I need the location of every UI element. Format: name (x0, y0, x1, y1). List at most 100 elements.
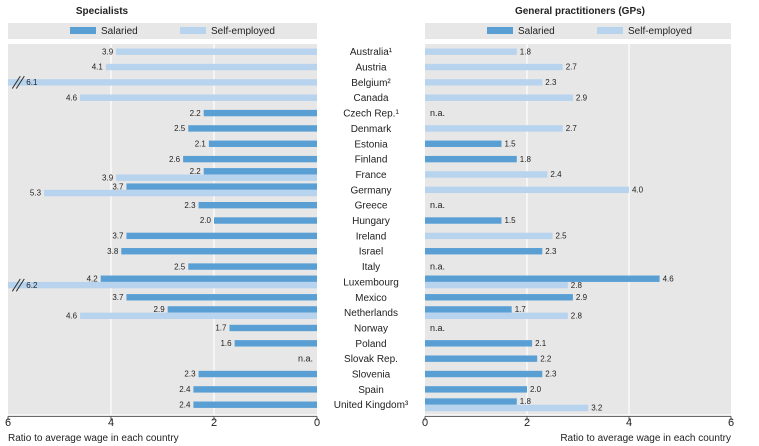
right-x-axis-label: Ratio to average wage in each country (560, 433, 731, 444)
left-data-label: 3.7 (112, 232, 124, 241)
right-data-label: 2.7 (566, 63, 578, 72)
left-data-label: 2.3 (184, 201, 196, 210)
right-bar-self-employed (425, 125, 563, 132)
left-legend-swatch-salaried (70, 27, 96, 34)
right-bar-self-employed (425, 186, 629, 194)
left-bar-salaried (203, 168, 317, 175)
right-data-label: 4.0 (632, 186, 644, 195)
right-bar-self-employed (425, 48, 517, 55)
left-bar-self-employed (8, 281, 317, 289)
country-label: Greece (355, 201, 388, 212)
left-data-label: 1.6 (220, 339, 232, 348)
right-data-label: 2.3 (545, 247, 557, 256)
left-bar-self-employed (116, 174, 318, 181)
axis-break-mark (11, 278, 21, 292)
right-data-label: 2.9 (576, 93, 588, 102)
country-label: Canada (353, 93, 388, 104)
right-data-label: 1.5 (505, 139, 517, 148)
country-label: Mexico (355, 293, 387, 304)
left-data-label: 6.2 (26, 281, 38, 290)
left-panel-background (8, 44, 317, 415)
left-na-label: n.a. (298, 354, 313, 364)
left-data-label: 3.9 (102, 173, 114, 182)
left-bar-salaried (126, 183, 317, 190)
left-legend-swatch-self-employed (180, 27, 206, 34)
axis-break-mark (15, 278, 25, 292)
country-label: Belgium² (351, 78, 391, 89)
country-label: Norway (354, 323, 388, 334)
left-bar-self-employed (80, 312, 317, 320)
left-bar-salaried (121, 248, 317, 255)
right-bar-salaried (425, 155, 517, 163)
axis-break-mark (11, 75, 21, 89)
country-label: Spain (358, 385, 384, 396)
right-data-label: 3.2 (591, 404, 603, 413)
left-chart-title: Specialists (76, 6, 129, 17)
left-data-label: 2.2 (190, 109, 202, 118)
right-data-label: 2.3 (545, 78, 557, 87)
right-tick-label: 0 (422, 417, 428, 429)
country-label: Slovak Rep. (344, 354, 398, 365)
country-label: Israel (359, 247, 383, 258)
left-tick-label: 2 (211, 417, 217, 429)
right-bar-salaried (425, 340, 533, 347)
right-bar-self-employed (425, 171, 548, 178)
axis-break-mark (15, 75, 25, 89)
left-data-label: 4.2 (87, 274, 99, 283)
right-tick-label: 2 (524, 417, 530, 429)
right-na-label: n.a. (430, 262, 445, 272)
right-legend-swatch-salaried (487, 27, 513, 34)
country-label: Ireland (356, 231, 387, 242)
left-data-label: 2.5 (174, 124, 186, 133)
right-data-label: 1.8 (520, 155, 532, 164)
country-label: Denmark (351, 124, 393, 135)
left-data-label: 2.9 (154, 305, 166, 314)
country-label: Australia¹ (350, 47, 393, 58)
right-bar-self-employed (425, 94, 573, 101)
left-bar-salaried (234, 340, 317, 347)
right-data-label: 2.7 (566, 124, 578, 133)
right-bar-salaried (425, 294, 573, 301)
right-data-label: 1.8 (520, 397, 532, 406)
country-label: Finland (355, 155, 388, 166)
left-bar-self-employed (105, 63, 317, 71)
right-data-label: 2.5 (556, 232, 568, 241)
right-panel-background (425, 44, 731, 415)
left-tick-label: 6 (5, 417, 11, 429)
right-bar-self-employed (425, 232, 553, 240)
right-legend-swatch-self-employed (597, 27, 623, 34)
country-label: Netherlands (344, 308, 398, 319)
left-data-label: 2.6 (169, 155, 181, 164)
country-label: Austria (355, 63, 387, 74)
country-label: Hungary (352, 216, 390, 227)
left-bar-salaried (198, 370, 317, 378)
country-label: Slovenia (352, 370, 391, 381)
right-data-label: 2.3 (545, 370, 557, 379)
right-data-label: 2.1 (535, 339, 547, 348)
left-legend-label-self-employed: Self-employed (211, 26, 275, 37)
left-bar-salaried (203, 109, 317, 117)
left-bar-salaried (193, 386, 317, 393)
right-chart-title: General practitioners (GPs) (515, 6, 645, 17)
left-bar-salaried (126, 294, 317, 301)
right-bar-salaried (425, 398, 517, 405)
left-bar-self-employed (116, 48, 318, 55)
right-tick-label: 6 (728, 417, 734, 429)
country-label: Estonia (354, 139, 388, 150)
left-bar-salaried (100, 275, 317, 282)
left-bar-salaried (198, 201, 317, 209)
left-data-label: 5.3 (30, 189, 42, 198)
left-bar-salaried (188, 263, 317, 270)
left-data-label: 2.4 (179, 385, 191, 394)
right-bar-salaried (425, 140, 502, 147)
right-data-label: 4.6 (663, 274, 675, 283)
right-bar-salaried (425, 306, 512, 313)
right-bar-salaried (425, 217, 502, 224)
left-data-label: 1.7 (215, 324, 227, 333)
right-bar-salaried (425, 386, 527, 393)
left-data-label: 2.2 (190, 167, 202, 176)
left-data-label: 2.5 (174, 262, 186, 271)
left-data-label: 3.9 (102, 47, 114, 56)
right-na-label: n.a. (430, 108, 445, 118)
